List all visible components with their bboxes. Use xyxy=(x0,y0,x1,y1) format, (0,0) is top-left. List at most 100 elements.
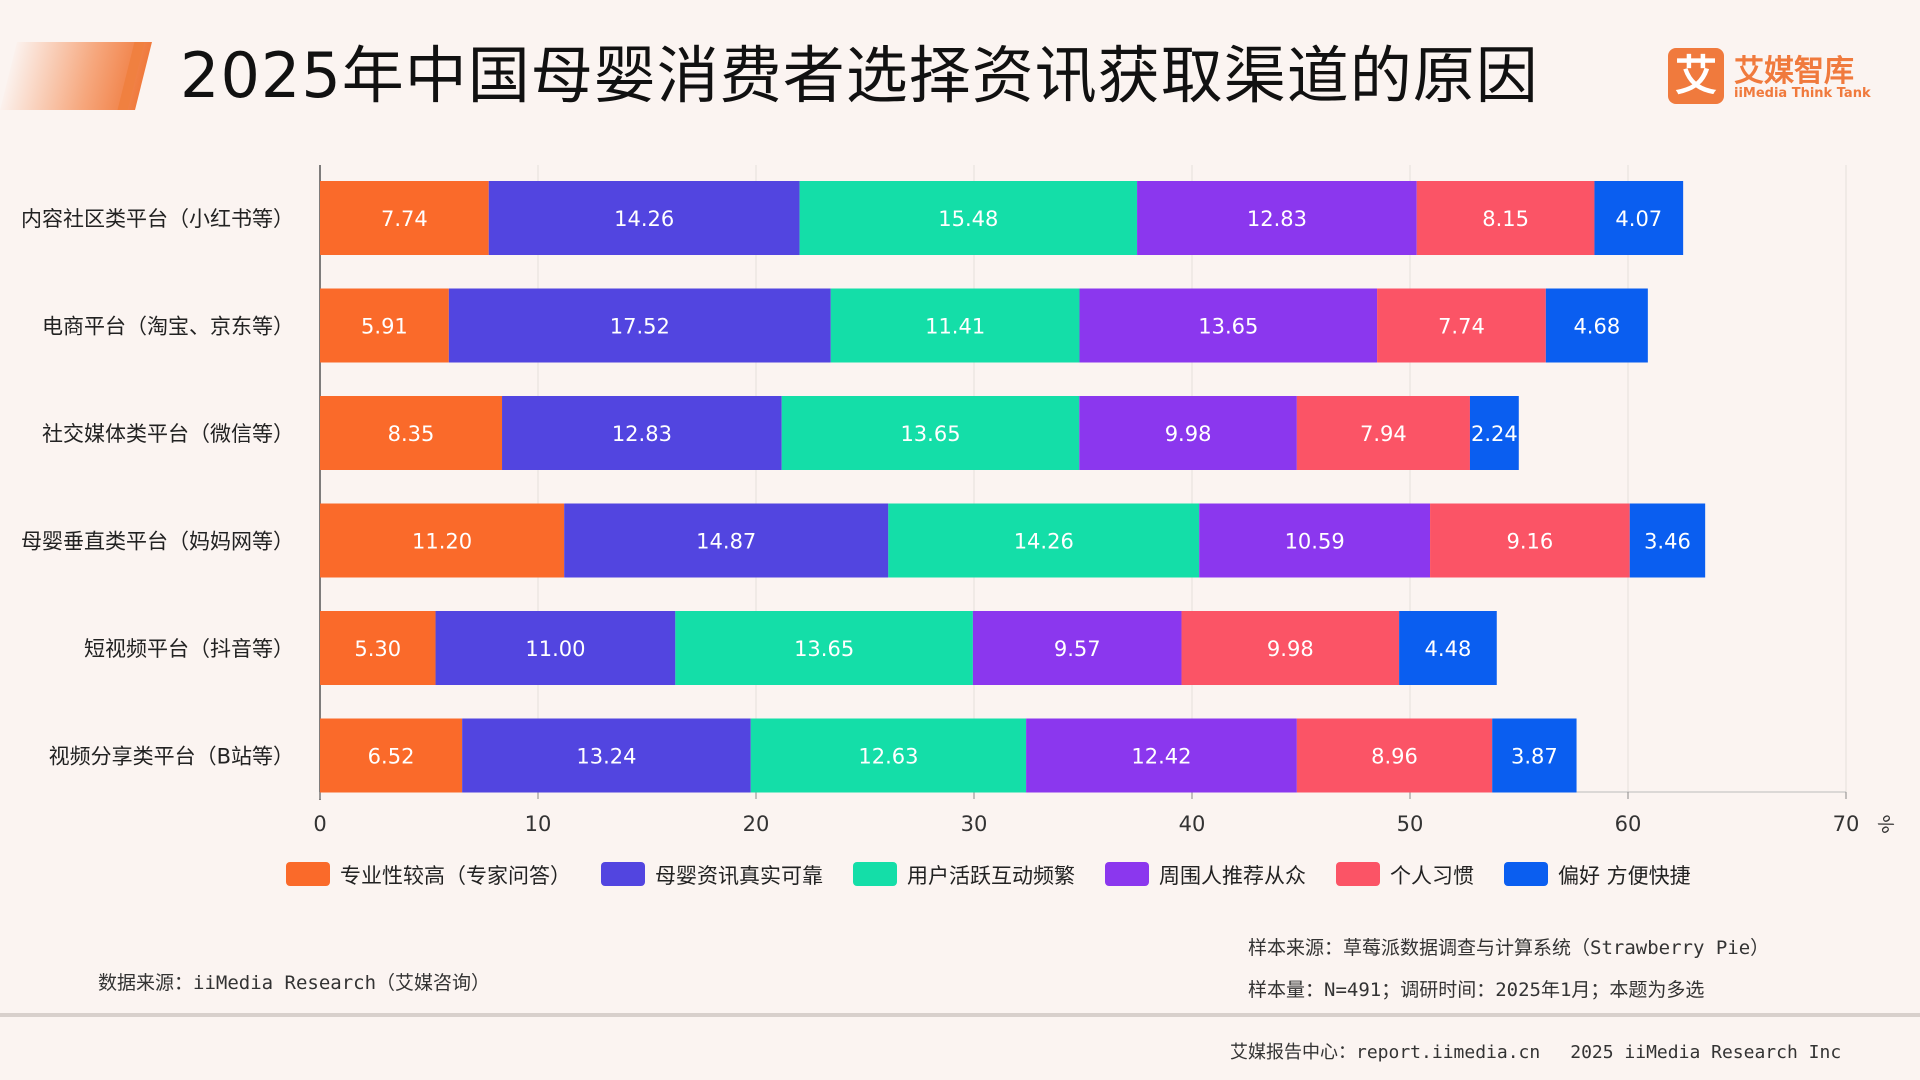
logo-name-cn: 艾媒智库 xyxy=(1734,54,1854,89)
page-title: 2025年中国母婴消费者选择资讯获取渠道的原因 xyxy=(180,39,1539,112)
data-label: 14.87 xyxy=(696,530,756,554)
data-label: 7.94 xyxy=(1360,422,1407,446)
category-label: 内容社区类平台（小红书等） xyxy=(21,207,294,231)
bar-segment xyxy=(1137,181,1417,255)
stacked-bar-chart: 0 10 20 30 40 50 60 70 % 内容社区类平台（小红书等） 7.74 14.26 15… xyxy=(21,165,1898,888)
legend-swatch xyxy=(1504,862,1548,886)
bar-segment xyxy=(781,396,1080,470)
data-label: 12.63 xyxy=(858,745,918,769)
bar-segment xyxy=(1296,396,1470,470)
data-label: 3.46 xyxy=(1644,530,1691,554)
bar-segment xyxy=(1545,288,1648,363)
bar-segment xyxy=(435,611,676,685)
x-tick-label: 60 xyxy=(1615,812,1642,836)
data-source: 数据来源：iiMedia Research（艾媒咨询） xyxy=(98,972,491,994)
data-label: 3.87 xyxy=(1511,745,1558,769)
bar-segment xyxy=(502,396,782,470)
data-label: 12.83 xyxy=(1247,207,1307,231)
bar-segment xyxy=(320,396,503,470)
legend-label: 专业性较高（专家问答） xyxy=(340,864,571,888)
data-label: 11.20 xyxy=(412,530,472,554)
data-label: 13.24 xyxy=(576,745,636,769)
category-label: 短视频平台（抖音等） xyxy=(84,637,294,661)
data-label: 9.98 xyxy=(1165,422,1212,446)
x-tick-label: 20 xyxy=(743,812,770,836)
data-label: 12.83 xyxy=(612,422,672,446)
bar-segment xyxy=(1199,503,1431,578)
bar-segment xyxy=(1416,181,1595,255)
bar-segment xyxy=(1026,718,1297,793)
legend-label: 偏好 方便快捷 xyxy=(1558,864,1691,888)
legend-label: 个人习惯 xyxy=(1390,864,1474,888)
data-label: 5.91 xyxy=(361,315,408,339)
logo-mark-icon: 艾 xyxy=(1668,48,1724,104)
bar-segment xyxy=(830,288,1080,363)
data-label: 14.26 xyxy=(1014,530,1074,554)
logo-name-en: iiMedia Think Tank xyxy=(1734,86,1871,101)
x-tick-label: 0 xyxy=(313,812,326,836)
bar-segment xyxy=(799,181,1138,255)
data-label: 11.00 xyxy=(525,637,585,661)
data-label: 6.52 xyxy=(368,745,415,769)
bar-segment xyxy=(320,611,436,685)
category-label: 视频分享类平台（B站等） xyxy=(49,745,294,769)
bar-segment xyxy=(675,611,973,685)
sample-source: 样本来源：草莓派数据调查与计算系统（Strawberry Pie） xyxy=(1248,937,1770,959)
legend-label: 周围人推荐从众 xyxy=(1159,864,1306,888)
data-label: 9.16 xyxy=(1507,530,1554,554)
bar-segment xyxy=(1296,718,1493,793)
x-tick-label: 50 xyxy=(1397,812,1424,836)
bar-segment xyxy=(888,503,1200,578)
legend-swatch xyxy=(601,862,645,886)
data-label: 13.65 xyxy=(794,637,854,661)
category-label: 电商平台（淘宝、京东等） xyxy=(42,315,294,339)
data-label: 9.57 xyxy=(1054,637,1101,661)
bar-segment xyxy=(448,288,831,363)
category-label: 社交媒体类平台（微信等） xyxy=(42,422,294,446)
data-label: 9.98 xyxy=(1267,637,1314,661)
bar-segment xyxy=(1629,503,1706,578)
data-label: 8.96 xyxy=(1371,745,1418,769)
data-label: 4.48 xyxy=(1425,637,1472,661)
bar-segment xyxy=(1377,288,1546,363)
bar-segment xyxy=(1469,396,1519,470)
data-label: 10.59 xyxy=(1285,530,1345,554)
bar-segment xyxy=(462,718,751,793)
data-label: 13.65 xyxy=(1198,315,1258,339)
sample-info: 样本量：N=491；调研时间：2025年1月；本题为多选 xyxy=(1248,979,1705,1001)
data-label: 13.65 xyxy=(900,422,960,446)
category-label: 母婴垂直类平台（妈妈网等） xyxy=(21,530,294,554)
x-tick-label: 10 xyxy=(525,812,552,836)
legend-label: 母婴资讯真实可靠 xyxy=(655,864,823,888)
bar-segment xyxy=(1079,288,1378,363)
data-label: 17.52 xyxy=(610,315,670,339)
bar-segment xyxy=(750,718,1027,793)
data-label: 4.07 xyxy=(1615,207,1662,231)
footer-copyright: 2025 iiMedia Research Inc xyxy=(1570,1042,1842,1063)
data-label: 14.26 xyxy=(614,207,674,231)
brand-logo: 艾 艾媒智库 iiMedia Think Tank xyxy=(1668,46,1871,108)
bar-segment xyxy=(1594,181,1684,255)
bar-segment xyxy=(1181,611,1400,685)
bar-segment xyxy=(320,181,489,255)
footer-report-center: 艾媒报告中心：report.iimedia.cn xyxy=(1230,1042,1541,1063)
bar-segment xyxy=(488,181,800,255)
legend-swatch xyxy=(1336,862,1380,886)
bar-segment xyxy=(1079,396,1297,470)
legend-swatch xyxy=(286,862,330,886)
data-label: 2.24 xyxy=(1471,422,1518,446)
legend-swatch xyxy=(853,862,897,886)
bar-segment xyxy=(1430,503,1630,578)
data-label: 4.68 xyxy=(1573,315,1620,339)
footer-divider xyxy=(0,1013,1920,1017)
x-tick-label: 30 xyxy=(961,812,988,836)
data-label: 15.48 xyxy=(938,207,998,231)
data-label: 11.41 xyxy=(925,315,985,339)
data-label: 8.35 xyxy=(388,422,435,446)
bar-segment xyxy=(1399,611,1497,685)
bar-segment xyxy=(320,288,449,363)
data-label: 5.30 xyxy=(354,637,401,661)
bar-segment xyxy=(320,718,463,793)
legend-swatch xyxy=(1105,862,1149,886)
data-label: 7.74 xyxy=(381,207,428,231)
